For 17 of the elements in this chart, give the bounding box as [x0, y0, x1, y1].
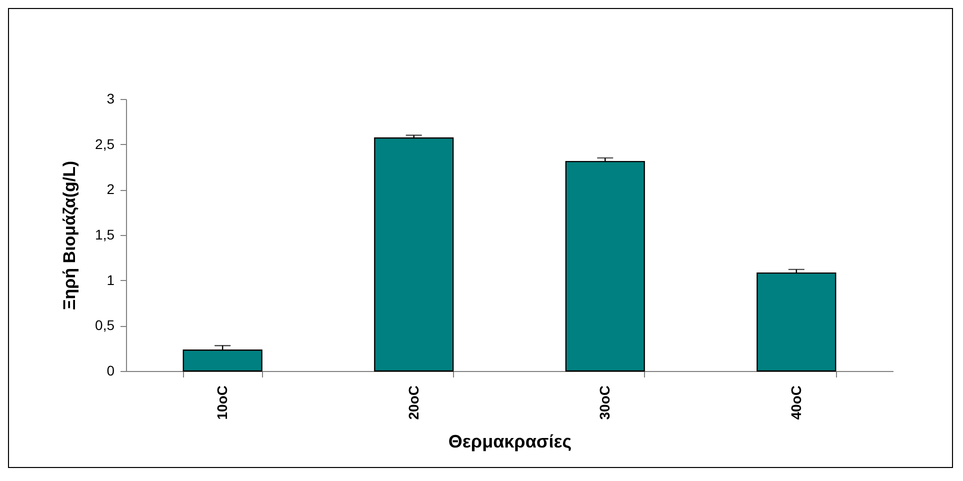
bar: [565, 160, 645, 372]
y-axis-title: Ξηρή Βιομάζα(g/L): [60, 160, 80, 310]
bar: [756, 272, 836, 372]
y-tick-label: 0,5: [95, 317, 115, 334]
x-tick-label: 20oC: [405, 386, 422, 420]
y-tick-label: 0: [106, 362, 115, 378]
y-tick-label: 2,5: [95, 136, 115, 152]
y-tick-label: 3: [106, 90, 115, 106]
y-tick-label: 1: [106, 272, 115, 288]
x-tick-label: 40oC: [788, 386, 804, 420]
x-tick-label: 10oC: [214, 386, 230, 420]
bar: [374, 137, 454, 372]
y-tick-label: 2: [106, 181, 115, 198]
y-tick-label: 1,5: [95, 226, 115, 242]
x-axis-title: Θερμακρασίες: [448, 432, 572, 452]
bar: [182, 350, 262, 372]
x-tick-label: 30oC: [596, 386, 613, 420]
